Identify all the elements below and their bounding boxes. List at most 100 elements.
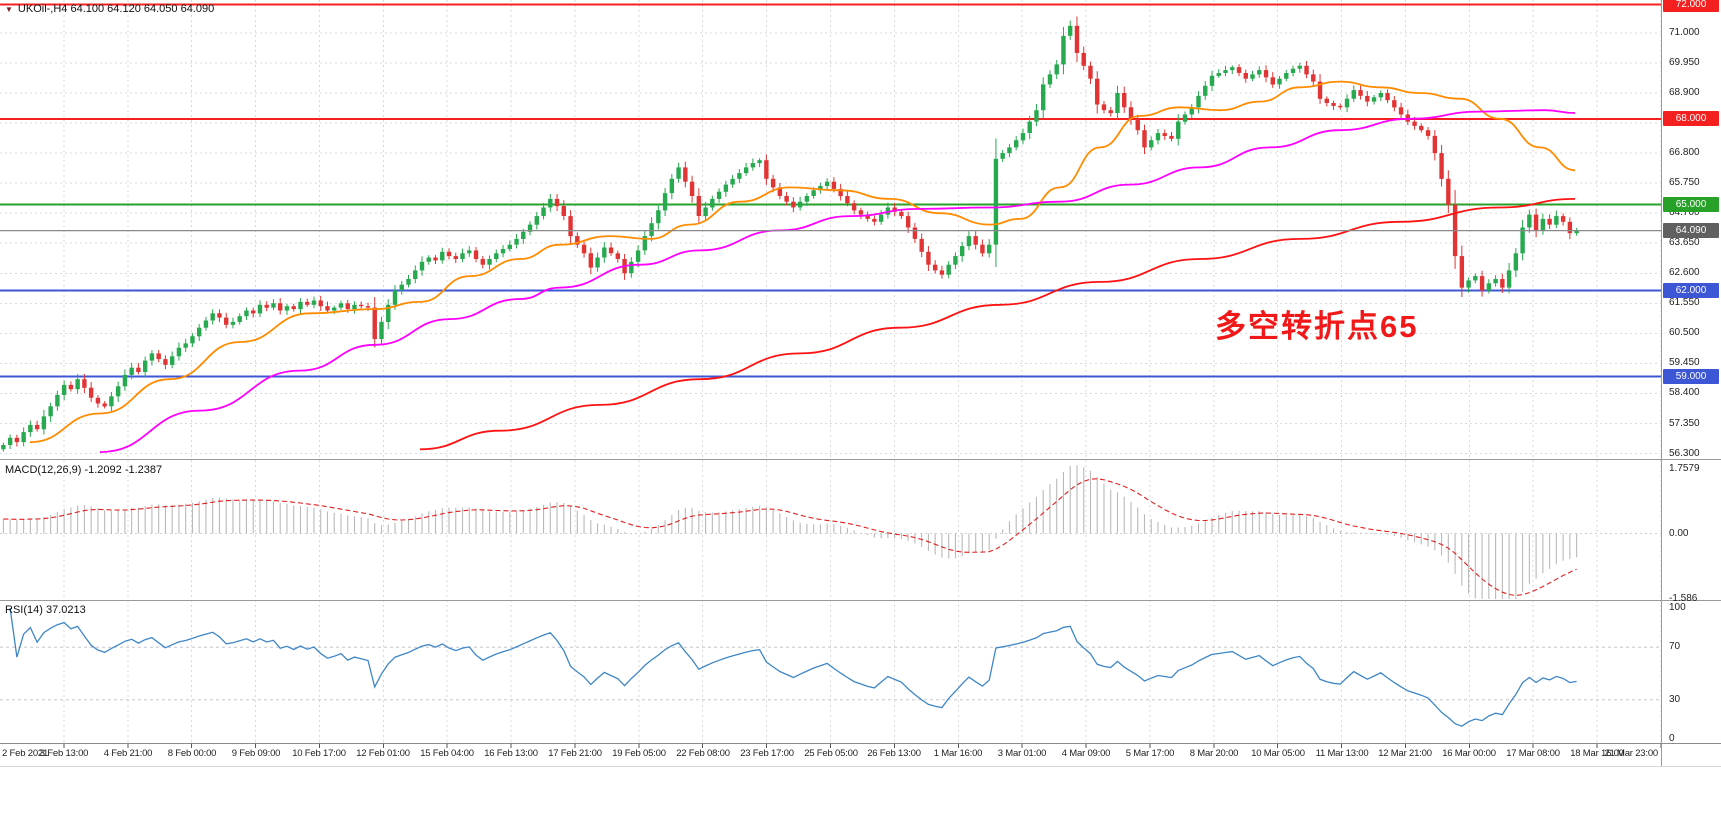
candle-body bbox=[824, 181, 830, 186]
candle-body bbox=[608, 247, 614, 254]
candle-body bbox=[494, 253, 499, 259]
candle-body bbox=[1324, 98, 1329, 103]
candle-body bbox=[1392, 100, 1397, 108]
candle-body bbox=[723, 184, 729, 192]
candle-body bbox=[554, 198, 560, 207]
price-axis[interactable]: 71.00069.95068.90067.85066.80065.75064.7… bbox=[1661, 0, 1721, 766]
candle-body bbox=[291, 306, 296, 310]
candle-body bbox=[1412, 121, 1417, 126]
time-axis-label: 8 Feb 00:00 bbox=[167, 748, 217, 759]
candle-body bbox=[311, 300, 317, 305]
candle-body bbox=[210, 313, 215, 321]
candle-body bbox=[615, 253, 621, 259]
candle-body bbox=[892, 207, 897, 212]
price-tick-label: 68.900 bbox=[1669, 87, 1700, 98]
candle-body bbox=[1108, 110, 1113, 114]
candle-body bbox=[899, 211, 904, 217]
candle-body bbox=[656, 210, 661, 224]
candle-body bbox=[386, 304, 391, 322]
candle-body bbox=[21, 432, 26, 443]
candle-body bbox=[1223, 70, 1228, 73]
candle-body bbox=[1473, 276, 1478, 281]
chart-annotation: 多空转折点65 bbox=[1215, 309, 1419, 344]
candle-body bbox=[345, 303, 350, 309]
candle-body bbox=[298, 301, 303, 310]
candle-body bbox=[568, 216, 573, 237]
candle-body bbox=[1304, 65, 1309, 75]
candle-body bbox=[932, 264, 938, 271]
candle-body bbox=[1047, 74, 1053, 85]
time-axis[interactable]: 2 Feb 2021 3 Feb 13:00 4 Feb 21:00 8 Feb 00… bbox=[0, 744, 1721, 766]
candle-body bbox=[764, 160, 769, 179]
candle-body bbox=[602, 247, 607, 258]
candle-body bbox=[1432, 135, 1438, 154]
time-axis-label: 1 Mar 16:00 bbox=[933, 748, 983, 759]
symbol-dropdown-icon[interactable]: ▼ bbox=[5, 4, 13, 14]
candle-body bbox=[1088, 65, 1093, 79]
candle-body bbox=[1284, 73, 1289, 79]
candle-body bbox=[156, 353, 161, 360]
candle-body bbox=[203, 320, 209, 328]
candle-body bbox=[440, 251, 445, 261]
price-tick-label: 71.000 bbox=[1669, 27, 1700, 38]
ma-fast-line bbox=[29, 80, 1576, 443]
candle-body bbox=[1162, 133, 1167, 136]
candle-body bbox=[1054, 64, 1059, 75]
time-axis-label: 3 Mar 01:00 bbox=[997, 748, 1047, 759]
time-axis-label: 21 Mar 23:00 bbox=[1604, 748, 1658, 759]
macd-tick-label: 0.00 bbox=[1669, 528, 1689, 539]
candle-body bbox=[966, 236, 972, 247]
price-tick-label: 64.700 bbox=[1669, 207, 1700, 218]
candle-body bbox=[480, 259, 485, 265]
price-tick-label: 63.650 bbox=[1669, 237, 1700, 248]
time-axis-label: 10 Feb 17:00 bbox=[292, 748, 346, 759]
candle-body bbox=[460, 253, 465, 259]
time-axis-label: 12 Feb 01:00 bbox=[356, 748, 410, 759]
candle-body bbox=[365, 306, 371, 308]
time-axis-label: 23 Feb 17:00 bbox=[740, 748, 794, 759]
candle-body bbox=[1122, 93, 1127, 108]
candle-body bbox=[332, 307, 337, 311]
candle-body bbox=[629, 261, 634, 274]
candle-body bbox=[662, 193, 668, 211]
candle-body bbox=[1209, 75, 1215, 86]
time-axis-label: 4 Mar 09:00 bbox=[1061, 748, 1111, 759]
candle-body bbox=[406, 279, 411, 285]
candle-body bbox=[845, 196, 850, 204]
candle-body bbox=[939, 270, 945, 275]
candle-body bbox=[48, 406, 53, 417]
candle-body bbox=[777, 187, 783, 196]
candle-body bbox=[878, 214, 884, 222]
candle-body bbox=[683, 167, 688, 182]
candle-body bbox=[689, 181, 695, 196]
candle-body bbox=[1317, 81, 1323, 99]
price-tick-label: 65.750 bbox=[1669, 177, 1700, 188]
moving-averages bbox=[29, 80, 1576, 453]
candle-body bbox=[109, 396, 114, 407]
candle-body bbox=[264, 304, 269, 308]
candle-body bbox=[41, 416, 47, 430]
candle-body bbox=[757, 160, 762, 164]
candle-body bbox=[1169, 135, 1174, 139]
candle-body bbox=[34, 424, 40, 430]
horizontal-levels bbox=[0, 3, 1661, 378]
candle-body bbox=[696, 196, 702, 216]
time-axis-label: 15 Feb 04:00 bbox=[420, 748, 474, 759]
candle-body bbox=[635, 250, 641, 262]
candle-body bbox=[433, 257, 438, 261]
candle-body bbox=[872, 218, 877, 222]
candle-body bbox=[1371, 97, 1377, 102]
candle-body bbox=[676, 167, 681, 179]
candle-body bbox=[129, 367, 134, 375]
price-tick-label: 61.550 bbox=[1669, 297, 1700, 308]
candle-body bbox=[1034, 110, 1039, 122]
candle-body bbox=[858, 210, 864, 215]
candle-body bbox=[95, 397, 101, 404]
time-axis-label: 17 Feb 21:00 bbox=[548, 748, 602, 759]
candle-body bbox=[507, 244, 512, 249]
candle-body bbox=[527, 224, 533, 232]
macd-tick-label: -1.586 bbox=[1669, 593, 1698, 604]
candle-body bbox=[28, 424, 33, 433]
